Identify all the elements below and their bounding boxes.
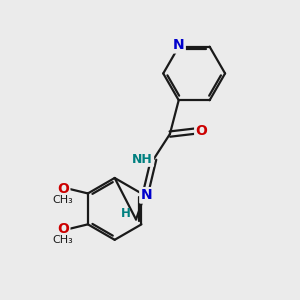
- Text: N: N: [173, 38, 184, 52]
- Text: CH₃: CH₃: [53, 235, 74, 245]
- Text: CH₃: CH₃: [53, 195, 74, 205]
- Text: O: O: [57, 222, 69, 236]
- Text: H: H: [121, 207, 130, 220]
- Text: N: N: [140, 188, 152, 202]
- Text: O: O: [57, 182, 69, 196]
- Text: NH: NH: [132, 153, 153, 166]
- Text: O: O: [195, 124, 207, 138]
